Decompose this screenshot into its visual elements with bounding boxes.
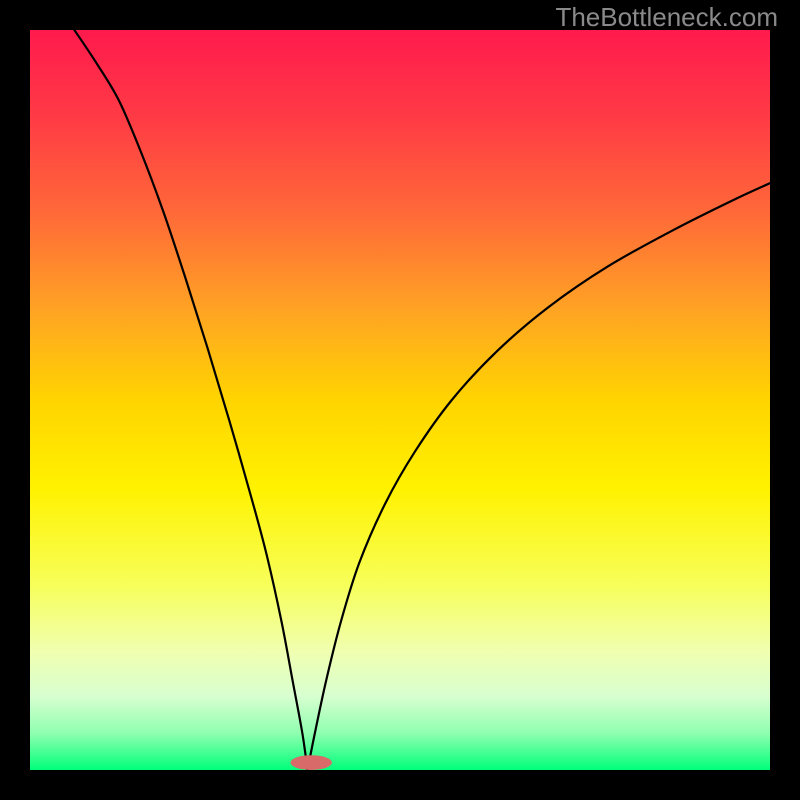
plot-background — [30, 30, 770, 770]
watermark-text: TheBottleneck.com — [555, 2, 778, 33]
chart-svg — [0, 0, 800, 800]
vertex-marker — [290, 755, 331, 770]
